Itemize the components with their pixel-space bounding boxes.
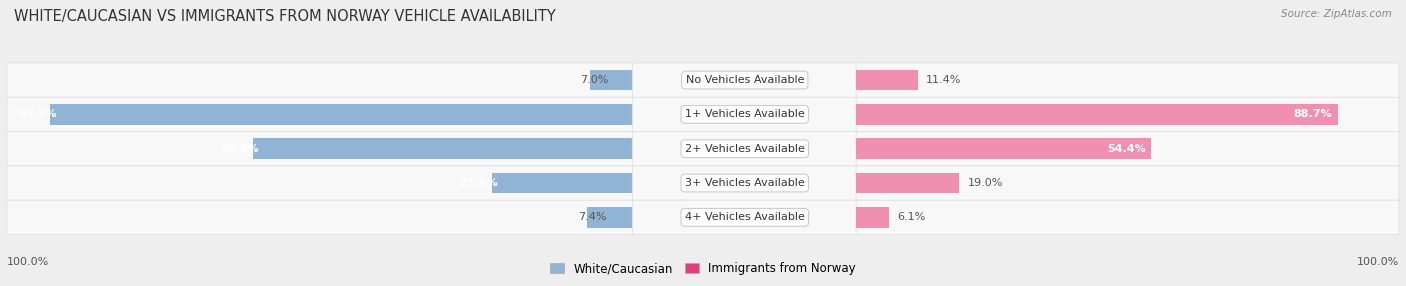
Legend: White/Caucasian, Immigrants from Norway: White/Caucasian, Immigrants from Norway <box>546 258 860 280</box>
Text: 7.4%: 7.4% <box>578 212 606 222</box>
Text: 19.0%: 19.0% <box>967 178 1002 188</box>
FancyBboxPatch shape <box>856 166 1399 200</box>
FancyBboxPatch shape <box>633 132 858 166</box>
Text: 7.0%: 7.0% <box>581 75 609 85</box>
Bar <box>856 70 918 90</box>
FancyBboxPatch shape <box>633 200 858 235</box>
FancyBboxPatch shape <box>7 166 634 200</box>
Text: 22.6%: 22.6% <box>460 178 498 188</box>
FancyBboxPatch shape <box>633 97 858 132</box>
Bar <box>588 207 633 228</box>
Text: 88.7%: 88.7% <box>1294 110 1333 119</box>
FancyBboxPatch shape <box>856 97 1399 132</box>
Text: 3+ Vehicles Available: 3+ Vehicles Available <box>685 178 804 188</box>
Text: 11.4%: 11.4% <box>927 75 962 85</box>
Bar <box>856 207 889 228</box>
FancyBboxPatch shape <box>856 200 1399 235</box>
Bar <box>51 104 633 125</box>
Bar <box>856 173 959 193</box>
FancyBboxPatch shape <box>7 97 634 132</box>
Bar <box>492 173 633 193</box>
Text: 6.1%: 6.1% <box>897 212 925 222</box>
Text: No Vehicles Available: No Vehicles Available <box>686 75 804 85</box>
FancyBboxPatch shape <box>7 200 634 235</box>
Text: 54.4%: 54.4% <box>1108 144 1146 154</box>
FancyBboxPatch shape <box>856 132 1399 166</box>
Bar <box>856 138 1152 159</box>
FancyBboxPatch shape <box>7 63 634 97</box>
Bar <box>589 70 633 90</box>
Text: 93.1%: 93.1% <box>18 110 56 119</box>
FancyBboxPatch shape <box>633 63 858 97</box>
Bar <box>856 104 1337 125</box>
FancyBboxPatch shape <box>856 63 1399 97</box>
Text: 2+ Vehicles Available: 2+ Vehicles Available <box>685 144 804 154</box>
Text: 100.0%: 100.0% <box>7 257 49 267</box>
Text: Source: ZipAtlas.com: Source: ZipAtlas.com <box>1281 9 1392 19</box>
Text: 60.8%: 60.8% <box>221 144 259 154</box>
Bar <box>253 138 633 159</box>
FancyBboxPatch shape <box>633 166 858 200</box>
Text: 4+ Vehicles Available: 4+ Vehicles Available <box>685 212 804 222</box>
Text: 100.0%: 100.0% <box>1357 257 1399 267</box>
Text: WHITE/CAUCASIAN VS IMMIGRANTS FROM NORWAY VEHICLE AVAILABILITY: WHITE/CAUCASIAN VS IMMIGRANTS FROM NORWA… <box>14 9 555 23</box>
Text: 1+ Vehicles Available: 1+ Vehicles Available <box>685 110 804 119</box>
FancyBboxPatch shape <box>7 132 634 166</box>
